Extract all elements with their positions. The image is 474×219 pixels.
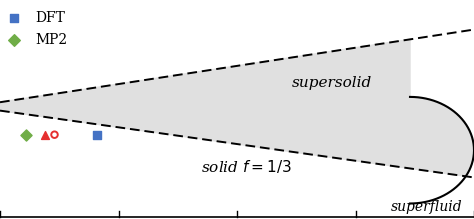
- Point: [22, 133, 30, 136]
- Text: supersolid: supersolid: [292, 76, 372, 90]
- Point: [93, 133, 101, 136]
- Text: MP2: MP2: [36, 33, 68, 47]
- Point: [10, 38, 18, 41]
- Text: DFT: DFT: [36, 11, 65, 25]
- Text: solid $f = 1/3$: solid $f = 1/3$: [201, 158, 292, 175]
- Text: superfluid: superfluid: [391, 200, 462, 214]
- Polygon shape: [0, 39, 474, 176]
- Point: [41, 133, 49, 136]
- Point: [10, 17, 18, 20]
- Point: [51, 133, 58, 136]
